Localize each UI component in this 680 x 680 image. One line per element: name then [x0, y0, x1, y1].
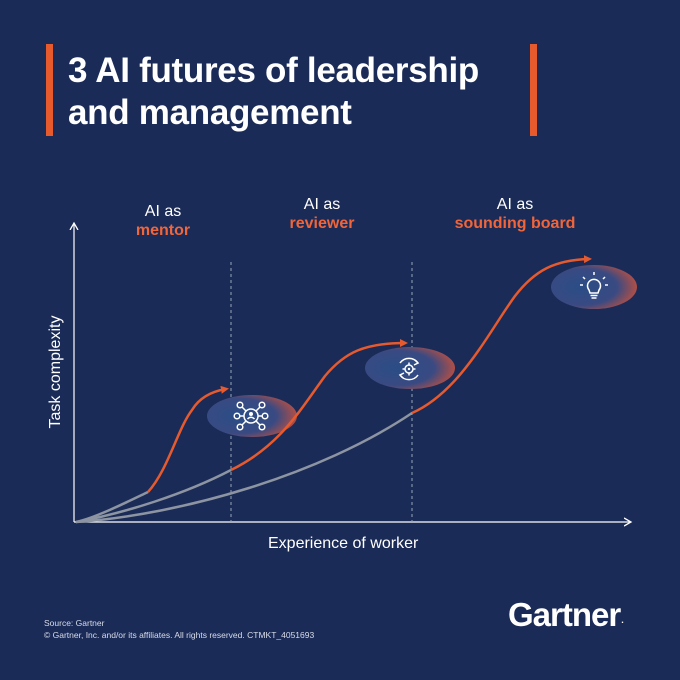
review-cycle-icon — [398, 357, 420, 381]
source-text: Source: Gartner — [44, 618, 105, 628]
page-title: 3 AI futures of leadership and managemen… — [68, 50, 528, 134]
y-axis-label: Task complexity — [47, 315, 64, 429]
phase-role: reviewer — [289, 215, 355, 232]
title-line-2: and management — [68, 93, 352, 132]
phase-prefix: AI as — [144, 203, 182, 220]
phase-prefix: AI as — [496, 196, 534, 213]
copyright-text: © Gartner, Inc. and/or its affiliates. A… — [44, 630, 315, 640]
logo-mark: . — [621, 615, 624, 625]
phase-label-reviewer: AI as reviewer — [267, 195, 377, 233]
phase-label-mentor: AI as mentor — [108, 202, 218, 240]
network-people-icon — [233, 401, 269, 431]
orange-curve-reviewer — [230, 339, 408, 472]
phase-role: sounding board — [454, 215, 576, 232]
source-footer: Source: Gartner © Gartner, Inc. and/or i… — [44, 617, 314, 641]
gartner-logo: Gartner. — [508, 596, 624, 634]
orange-curve-sounding-board — [411, 255, 592, 415]
lightbulb-icon — [580, 272, 608, 299]
reviewer-glow — [365, 347, 455, 389]
mentor-glow — [207, 395, 297, 437]
title-accent-bar-right — [530, 44, 537, 136]
phase-prefix: AI as — [303, 196, 341, 213]
logo-text: Gartner — [508, 596, 621, 633]
title-accent-bar-left — [46, 44, 53, 136]
orange-curve-mentor — [147, 385, 229, 493]
phase-label-sounding-board: AI as sounding board — [440, 195, 590, 233]
phase-role: mentor — [135, 222, 191, 239]
gray-curve-3 — [75, 411, 413, 524]
x-axis-label: Experience of worker — [268, 535, 419, 552]
sounding-board-glow — [551, 265, 637, 309]
title-line-1: 3 AI futures of leadership — [68, 51, 479, 90]
gray-curve-2 — [75, 468, 232, 524]
